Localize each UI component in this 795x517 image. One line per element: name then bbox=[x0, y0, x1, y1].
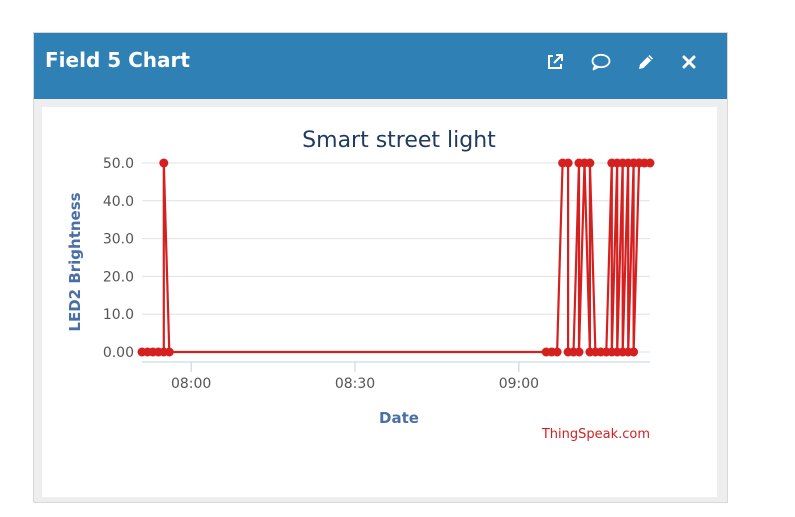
y-tick-label: 40.0 bbox=[103, 194, 134, 210]
series-line bbox=[142, 161, 650, 354]
data-point bbox=[563, 158, 573, 168]
thingspeak-credit-link[interactable]: ThingSpeak.com bbox=[541, 427, 650, 442]
widget-header: Field 5 Chart bbox=[34, 33, 727, 99]
x-tick-label: 08:30 bbox=[335, 376, 375, 392]
y-tick-label: 10.0 bbox=[103, 307, 134, 323]
chart-title: Smart street light bbox=[302, 128, 496, 153]
data-point bbox=[159, 158, 169, 168]
data-point bbox=[164, 347, 174, 357]
x-axis-label: Date bbox=[379, 409, 419, 427]
chart-container: 0.00 10.0 20.0 30.0 40.0 50.0 08:00 08:30 09:00 … bbox=[42, 107, 717, 497]
external-link-icon[interactable] bbox=[541, 48, 569, 76]
y-tick-label: 0.00 bbox=[103, 345, 134, 361]
y-tick-label: 50.0 bbox=[103, 156, 134, 172]
chart-widget: Field 5 Chart bbox=[33, 32, 728, 503]
data-point bbox=[552, 347, 562, 357]
pencil-icon[interactable] bbox=[632, 48, 660, 76]
data-point bbox=[645, 158, 655, 168]
data-point bbox=[629, 347, 639, 357]
data-point bbox=[585, 158, 595, 168]
y-tick-label: 20.0 bbox=[103, 269, 134, 285]
x-tick-label: 08:00 bbox=[171, 376, 211, 392]
y-tick-label: 30.0 bbox=[103, 232, 134, 248]
data-point bbox=[574, 347, 584, 357]
comment-icon[interactable] bbox=[587, 48, 615, 76]
widget-title: Field 5 Chart bbox=[45, 48, 190, 72]
y-axis-label: LED2 Brightness bbox=[66, 192, 84, 331]
close-icon[interactable] bbox=[675, 48, 703, 76]
x-tick-label: 09:00 bbox=[499, 376, 539, 392]
